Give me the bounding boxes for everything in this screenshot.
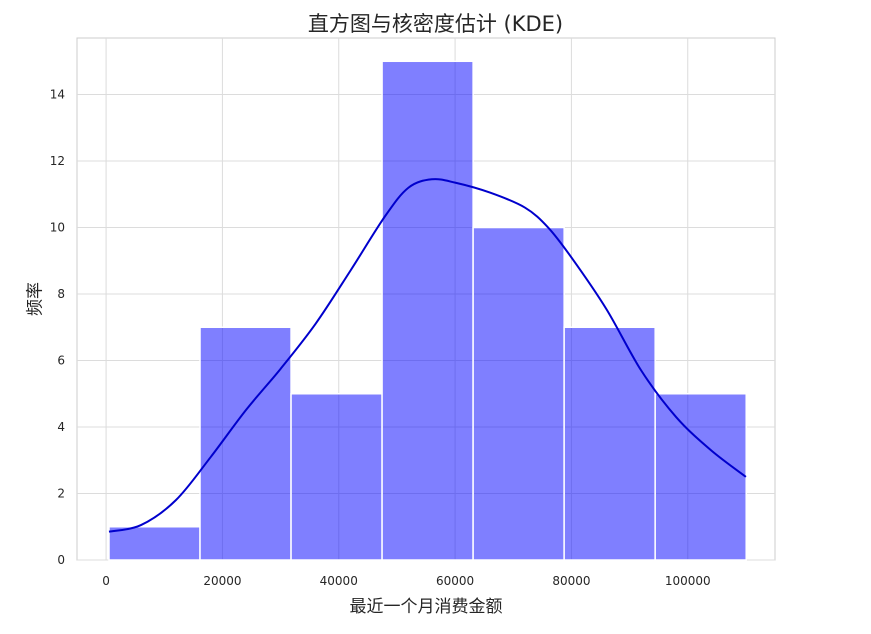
kde-curve — [108, 178, 747, 533]
histogram-bar — [199, 326, 292, 561]
y-axis-label: 频率 — [25, 282, 46, 316]
histogram-bar — [381, 60, 474, 561]
y-tick-label: 6 — [57, 354, 65, 368]
histogram-bar — [563, 326, 656, 561]
histogram-bars — [108, 60, 747, 561]
x-tick-label: 60000 — [436, 574, 474, 588]
histogram-bar — [108, 526, 201, 561]
x-tick-label: 40000 — [320, 574, 358, 588]
x-tick-label: 0 — [102, 574, 110, 588]
x-tick-label: 80000 — [552, 574, 590, 588]
histogram-bar — [290, 393, 383, 561]
histogram-bar — [472, 226, 565, 561]
y-tick-labels: 0 2 4 6 8 10 12 14 — [50, 88, 65, 567]
y-tick-label: 10 — [50, 221, 65, 235]
histogram-bar — [654, 393, 747, 561]
y-tick-label: 2 — [57, 487, 65, 501]
x-tick-label: 100000 — [665, 574, 711, 588]
y-tick-label: 12 — [50, 154, 65, 168]
chart-title: 直方图与核密度估计 (KDE) — [307, 12, 564, 36]
x-axis-label: 最近一个月消费金额 — [349, 597, 503, 617]
x-tick-label: 20000 — [203, 574, 241, 588]
y-tick-label: 4 — [57, 420, 65, 434]
y-tick-label: 8 — [57, 287, 65, 301]
y-tick-label: 0 — [57, 553, 65, 567]
x-tick-labels: 0 20000 40000 60000 80000 100000 — [102, 574, 710, 588]
y-tick-label: 14 — [50, 88, 65, 102]
